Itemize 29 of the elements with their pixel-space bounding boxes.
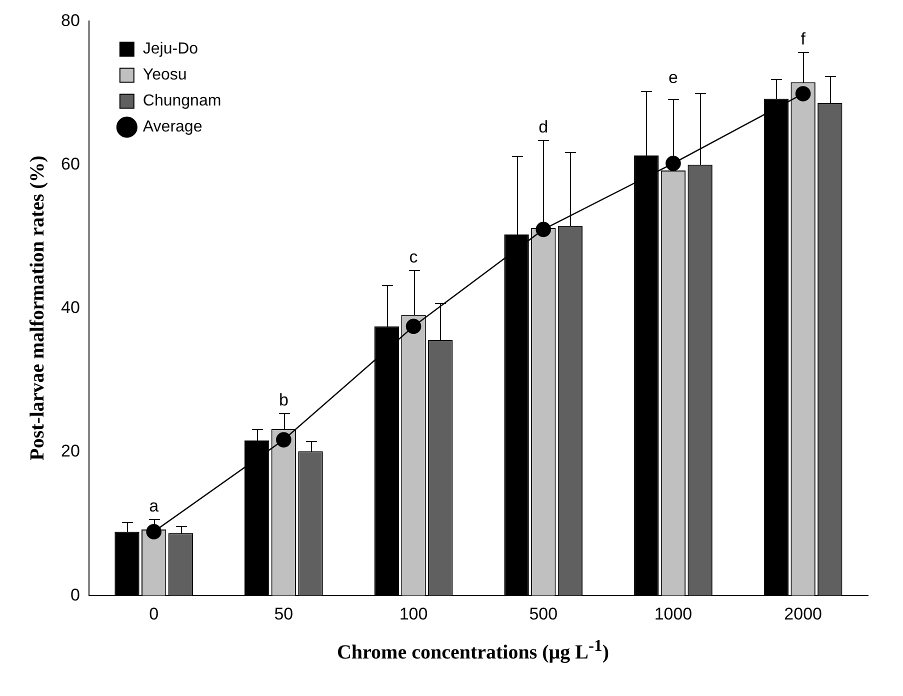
y-tick-label: 0 [70,585,80,604]
y-axis-title: Post-larvae malformation rates (%) [26,156,50,460]
y-tick-label: 80 [60,10,80,30]
x-tick-label: 50 [274,604,294,624]
annotation: b [278,390,288,410]
point [146,524,162,540]
y-tick-label: 20 [60,442,80,461]
x-axis-title: Chrome concentrations (μg L$^{-1}$) [336,636,610,665]
annotation: f [800,29,806,48]
x-tick-label: 0 [149,604,159,624]
legend-label: Average [142,118,202,136]
point [795,86,811,102]
legend-label: Chungnam [142,92,222,110]
x-tick-label: 100 [399,604,428,624]
annotation: a [149,496,160,516]
x-tick-label: 1000 [654,604,692,624]
legend-label: Jeju-Do [142,40,198,58]
annotation: e [668,68,678,88]
point [666,156,681,172]
annotation: d [538,118,548,137]
point [536,222,552,238]
x-tick-label: 500 [529,604,558,624]
point [276,432,292,448]
y-tick-label: 60 [60,154,80,174]
point [406,318,422,334]
x-tick-label: 2000 [784,604,822,624]
legend-label: Yeosu [142,66,187,84]
y-tick-label: 40 [60,298,80,318]
annotation: c [409,248,418,267]
